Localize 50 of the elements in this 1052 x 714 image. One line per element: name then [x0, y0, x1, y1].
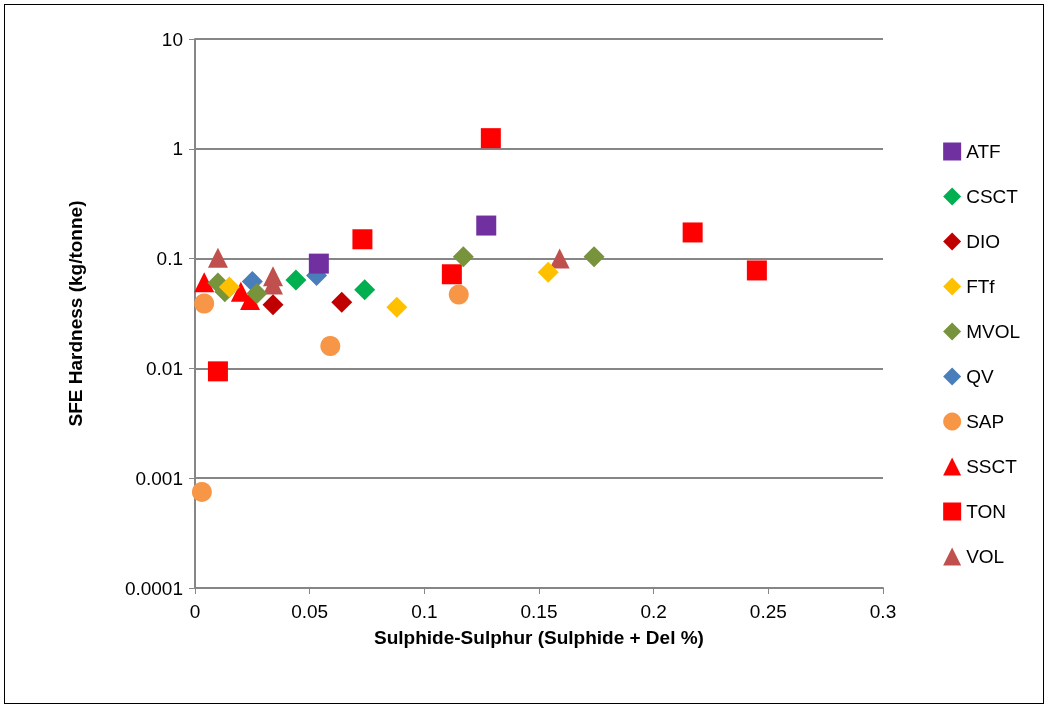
legend-label: ATF: [966, 141, 1001, 162]
point: [448, 284, 469, 305]
legend-label: QV: [966, 366, 994, 387]
x-tick-label: 0.3: [869, 601, 897, 622]
x-tick-label: 0.2: [640, 601, 667, 622]
point: [194, 293, 215, 314]
point: [476, 215, 497, 236]
point: [218, 276, 240, 298]
legend-label: SAP: [966, 411, 1005, 432]
y-tick-label: 10: [161, 28, 183, 50]
legend-label: VOL: [966, 546, 1005, 567]
x-tick-label: 0.05: [291, 601, 329, 622]
y-tick-label: 0.1: [156, 248, 183, 270]
x-tick-label: 0: [189, 601, 201, 622]
legend-label: FTf: [966, 276, 996, 297]
point: [246, 283, 268, 305]
point: [386, 296, 408, 318]
y-tick-label: 0.01: [146, 357, 183, 379]
y-tick-label: 0.001: [135, 467, 183, 489]
x-axis-title: Sulphide-Sulphur (Sulphide + Del %): [374, 627, 704, 648]
point: [549, 248, 570, 269]
point: [354, 279, 376, 301]
legend-label: TON: [966, 501, 1006, 522]
y-tick-label: 1: [172, 138, 183, 160]
x-tick-label: 0.1: [411, 601, 438, 622]
y-axis-title: SFE Hardness (kg/tonne): [65, 200, 86, 427]
point: [452, 246, 474, 268]
point: [262, 294, 284, 316]
legend-label: MVOL: [966, 321, 1021, 342]
point: [441, 264, 462, 285]
x-tick-label: 0.15: [520, 601, 558, 622]
point: [320, 335, 341, 356]
point: [331, 291, 353, 313]
point: [207, 247, 228, 268]
point: [480, 128, 501, 149]
point: [352, 229, 373, 250]
point: [583, 246, 605, 268]
y-tick-label: 0.0001: [124, 577, 183, 599]
legend-label: SSCT: [966, 456, 1018, 477]
point: [682, 222, 703, 243]
point: [746, 260, 767, 281]
point: [207, 361, 228, 382]
point: [285, 269, 307, 291]
point: [308, 253, 329, 274]
point: [191, 481, 212, 502]
x-tick-label: 0.25: [749, 601, 787, 622]
legend-label: DIO: [966, 231, 1000, 252]
legend-label: CSCT: [966, 186, 1019, 207]
point: [537, 261, 559, 283]
point: [194, 272, 215, 293]
